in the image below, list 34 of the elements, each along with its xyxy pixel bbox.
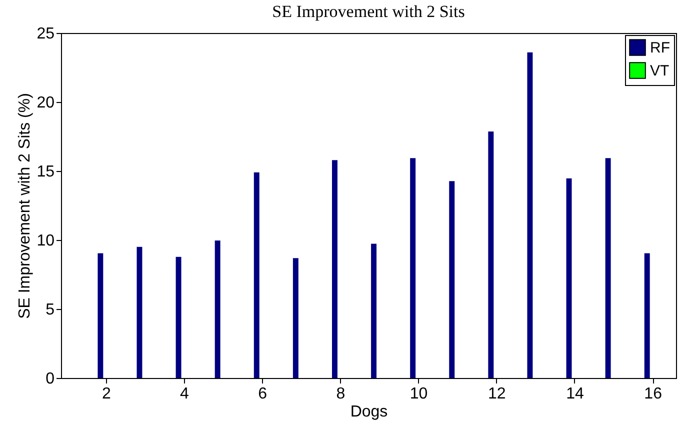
bar (292, 258, 298, 378)
legend-label: RF (650, 40, 670, 56)
x-tick-label: 4 (180, 386, 190, 402)
x-tick-label: 14 (566, 386, 584, 402)
y-axis-title: SE Improvement with 2 Sits (%) (16, 93, 34, 319)
y-tick-label: 20 (36, 94, 55, 112)
bar (566, 178, 572, 378)
y-tick-label: 15 (36, 164, 55, 180)
bar (136, 246, 142, 378)
x-tick-label: 8 (336, 386, 346, 402)
y-tick-label: 5 (46, 302, 55, 318)
x-tick-label: 12 (488, 386, 506, 402)
y-tick-label: 10 (36, 232, 55, 250)
x-tick-label: 16 (644, 386, 662, 402)
bar (176, 256, 182, 378)
x-tick-label: 6 (258, 386, 268, 402)
x-axis-title: Dogs (350, 404, 388, 420)
bar (254, 172, 260, 378)
legend-label: VT (650, 62, 670, 80)
x-tick-label: 10 (410, 386, 428, 402)
bar (98, 253, 104, 378)
y-tick-label: 0 (46, 370, 55, 388)
bar (449, 181, 455, 378)
bar (605, 158, 611, 378)
bar (371, 244, 377, 378)
x-tick-label: 2 (102, 386, 111, 402)
bar (488, 132, 494, 378)
bar (214, 240, 220, 378)
bar (410, 158, 416, 378)
bar (332, 160, 338, 378)
chart-title: SE Improvement with 2 Sits (272, 2, 465, 21)
bar (644, 253, 650, 378)
bar (527, 52, 533, 378)
y-tick-label: 25 (36, 26, 55, 42)
